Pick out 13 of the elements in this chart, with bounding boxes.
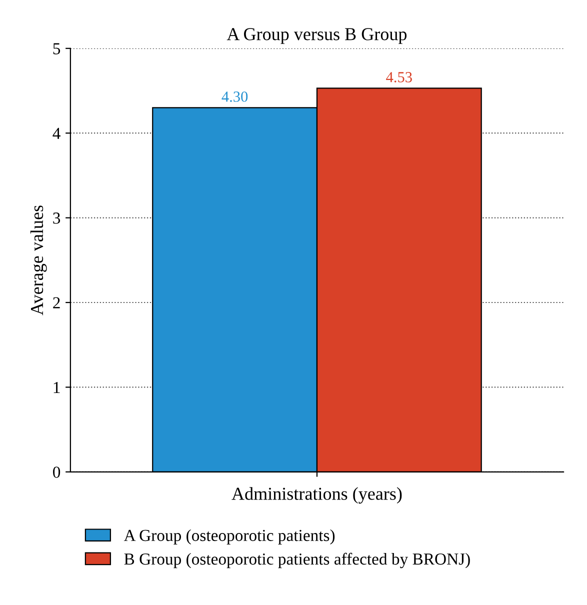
y-axis-title: Average values (30, 206, 47, 316)
data-label: 4.30 (222, 92, 248, 102)
legend-label: A Group (osteoporotic patients) (124, 529, 335, 544)
y-tick-label: 3 (53, 212, 60, 224)
y-tick-label: 4 (52, 128, 60, 139)
data-label: 4.53 (386, 72, 412, 82)
chart-title: A Group versus B Group (226, 28, 407, 44)
y-tick-label: 2 (53, 297, 60, 308)
y-tick-label: 5 (53, 43, 60, 54)
x-axis-title: Administrations (years) (232, 487, 402, 504)
y-tick-label: 0 (53, 466, 60, 478)
y-tick-label: 1 (54, 382, 60, 393)
legend-label: B Group (osteoporotic patients affected by BRONJ) (124, 552, 470, 568)
